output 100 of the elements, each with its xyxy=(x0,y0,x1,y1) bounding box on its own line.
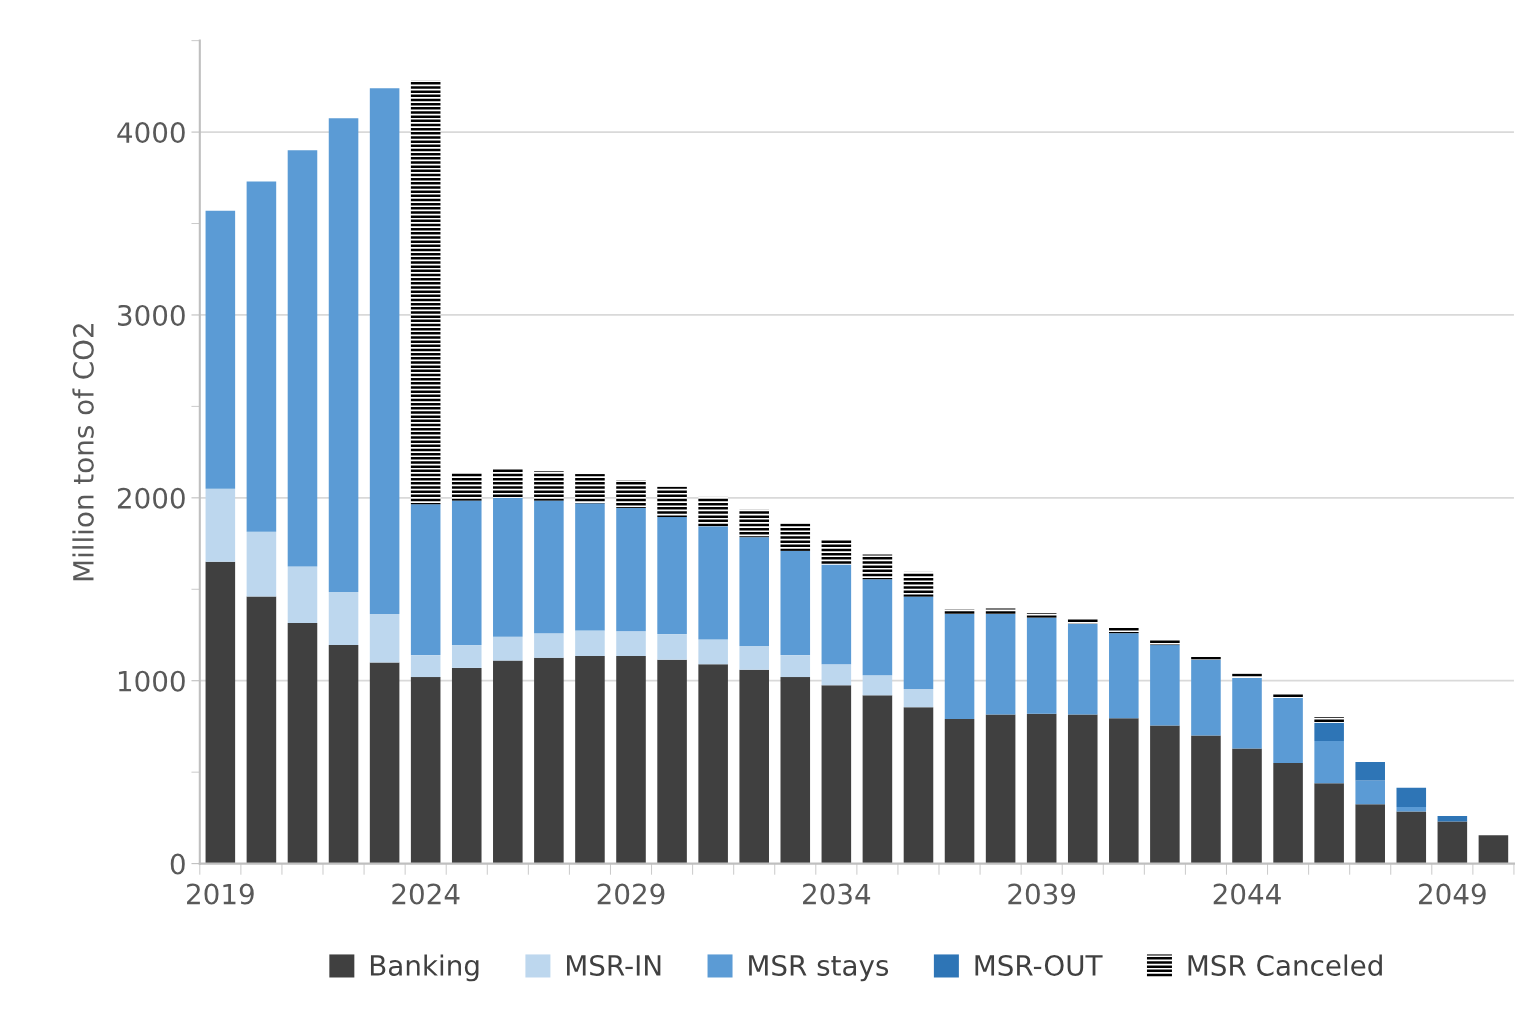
bar xyxy=(657,517,687,635)
bar xyxy=(862,579,893,676)
bar xyxy=(944,719,975,864)
bar xyxy=(1067,714,1098,864)
bar xyxy=(780,655,811,678)
legend-label: MSR Canceled xyxy=(1188,954,1382,976)
x-tick-label: 2039 xyxy=(1008,883,1076,905)
bar xyxy=(1232,677,1262,749)
bar xyxy=(657,634,687,660)
bar xyxy=(1191,656,1221,660)
bar xyxy=(534,500,564,634)
x-tick-label: 2024 xyxy=(392,883,460,905)
x-tick-label: 2019 xyxy=(187,883,254,905)
bar xyxy=(1109,627,1139,634)
bar xyxy=(369,662,400,864)
bar xyxy=(1478,835,1509,864)
bar xyxy=(1109,633,1139,719)
bar xyxy=(1396,787,1427,807)
bar xyxy=(985,714,1016,864)
legend-label: Banking xyxy=(370,954,479,982)
bar xyxy=(1273,763,1303,864)
bar xyxy=(246,596,277,864)
legend-label: MSR stays xyxy=(749,954,889,982)
bar xyxy=(739,645,769,670)
bar xyxy=(985,608,1016,614)
bar xyxy=(698,664,728,864)
legend-label: MSR-OUT xyxy=(975,954,1103,976)
bar xyxy=(451,500,482,646)
bar xyxy=(903,707,934,864)
bar xyxy=(575,474,605,504)
bar xyxy=(1191,735,1221,864)
x-tick-label: 2029 xyxy=(597,883,665,905)
x-tick-label: 2044 xyxy=(1213,883,1281,905)
bar xyxy=(739,537,769,646)
bar xyxy=(410,80,441,505)
bar xyxy=(493,468,523,498)
bar xyxy=(657,486,687,518)
bar xyxy=(1026,613,1057,618)
y-tick-label: 2000 xyxy=(117,487,185,509)
bar xyxy=(657,659,687,864)
bar xyxy=(451,667,482,864)
bar xyxy=(739,669,769,864)
bar xyxy=(698,526,728,640)
bar xyxy=(698,639,728,665)
bar xyxy=(1314,783,1344,864)
bar xyxy=(616,631,646,657)
bar xyxy=(493,636,523,661)
bar xyxy=(1437,821,1468,864)
bar xyxy=(1355,762,1385,781)
bar xyxy=(534,657,564,864)
y-tick-label: 1000 xyxy=(118,670,185,692)
bar xyxy=(246,531,277,597)
bar xyxy=(985,613,1016,715)
bar xyxy=(862,695,893,864)
bar xyxy=(821,685,852,864)
bar xyxy=(287,150,318,567)
bar xyxy=(534,471,564,501)
bar xyxy=(1396,811,1427,864)
bar xyxy=(328,645,359,864)
bar xyxy=(821,538,852,565)
bar xyxy=(534,633,564,658)
bar xyxy=(1150,725,1180,864)
bar xyxy=(821,564,852,665)
bar xyxy=(410,655,441,678)
y-axis-title: Million tons of CO2 xyxy=(72,324,94,581)
x-tick-label: 2034 xyxy=(803,883,871,905)
bar xyxy=(1273,698,1303,764)
bar xyxy=(944,613,975,720)
bar xyxy=(328,118,359,593)
bar xyxy=(780,523,811,551)
bar xyxy=(616,507,646,632)
bar xyxy=(369,613,400,663)
x-tick-label: 2049 xyxy=(1419,883,1486,905)
bar xyxy=(1150,639,1180,646)
bar xyxy=(780,677,811,864)
bar xyxy=(1314,722,1344,742)
bar xyxy=(1026,617,1057,714)
bar xyxy=(205,210,236,489)
bar xyxy=(575,630,605,657)
bar xyxy=(1314,717,1344,723)
bar xyxy=(1067,624,1098,715)
bar xyxy=(739,509,769,538)
bar xyxy=(1232,748,1262,864)
bar xyxy=(1355,804,1385,864)
legend-label: MSR-IN xyxy=(567,954,661,976)
bar xyxy=(862,554,893,580)
bar xyxy=(903,571,934,597)
bar xyxy=(903,688,934,708)
bar xyxy=(1191,659,1221,736)
bar xyxy=(1355,780,1385,805)
bar xyxy=(944,609,975,614)
bar xyxy=(862,675,893,696)
bar xyxy=(1150,645,1180,726)
bar xyxy=(1026,713,1057,864)
bar xyxy=(616,480,646,508)
bar xyxy=(410,504,441,656)
y-tick-label: 3000 xyxy=(118,304,185,326)
bar xyxy=(451,645,482,668)
bar xyxy=(369,88,400,614)
bar xyxy=(698,496,728,527)
